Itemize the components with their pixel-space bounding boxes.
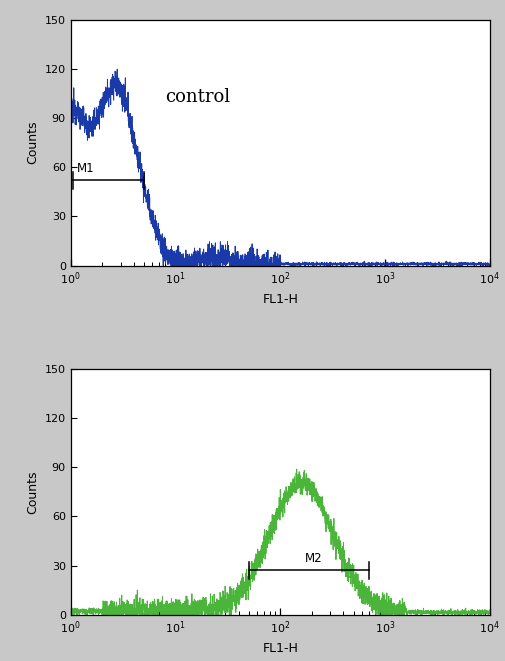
X-axis label: FL1-H: FL1-H: [262, 642, 298, 655]
X-axis label: FL1-H: FL1-H: [262, 293, 298, 305]
Y-axis label: Counts: Counts: [26, 470, 39, 514]
Text: M2: M2: [305, 553, 322, 565]
Y-axis label: Counts: Counts: [26, 121, 39, 165]
Text: M1: M1: [77, 162, 94, 175]
Text: control: control: [165, 88, 230, 106]
